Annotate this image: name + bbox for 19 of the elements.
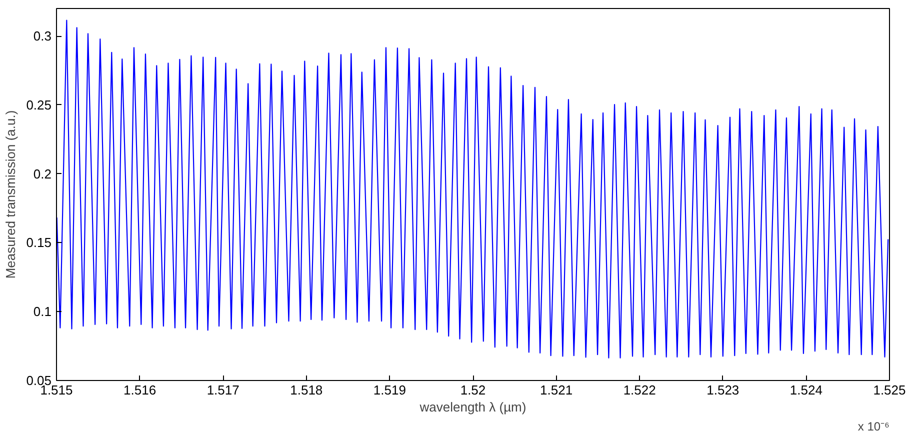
x-tick-label: 1.523 <box>706 382 740 398</box>
x-tick-label: 1.52 <box>460 382 486 398</box>
y-tick-label: 0.25 <box>26 97 52 112</box>
x-tick-label: 1.525 <box>873 382 906 398</box>
y-tick-label: 0.15 <box>26 235 52 250</box>
line-series <box>56 20 889 358</box>
x-tick-label: 1.522 <box>623 382 656 398</box>
x-tick-label: 1.516 <box>124 382 156 398</box>
x-tick-label: 1.521 <box>540 382 573 398</box>
y-tick-label: 0.2 <box>33 166 52 182</box>
x-axis-title: wavelength λ (µm) <box>418 400 526 414</box>
x-tick-label: 1.517 <box>206 382 240 398</box>
x-tick-label: 1.519 <box>373 382 406 398</box>
text: x 10⁻⁶ <box>858 420 890 433</box>
x-tick-label: 1.524 <box>790 382 822 398</box>
x-tick-label: 1.518 <box>290 382 323 398</box>
y-tick-label: 0.3 <box>33 28 52 44</box>
y-tick-label: 0.1 <box>33 304 52 320</box>
y-axis-title: Measured transmission (a.u.) <box>3 110 18 279</box>
